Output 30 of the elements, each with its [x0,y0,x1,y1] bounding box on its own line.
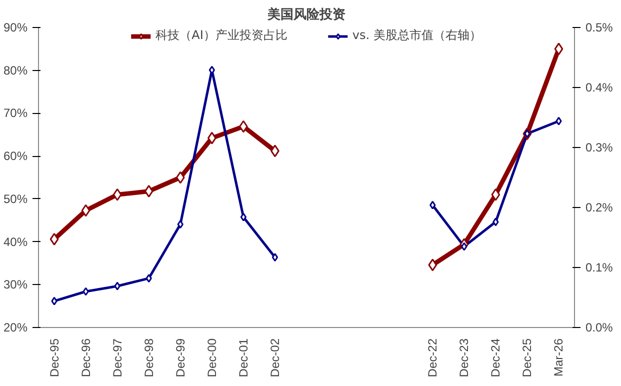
y2-tick-label: 0.4% [586,80,614,94]
y-tick-label: 60% [3,149,28,164]
x-tick-label: Dec-98 [142,338,156,378]
y-tick-label: 80% [3,63,28,78]
x-tick-label: Dec-95 [47,338,62,378]
x-tick-label: Dec-22 [426,338,440,378]
legend-label: 科技（AI）产业投资占比 [156,27,288,44]
legend-label: vs. 美股总市值（右轴） [352,27,482,44]
x-tick-label: Dec-00 [204,338,219,378]
x-tick-label: Dec-24 [488,338,503,378]
x-tick-label: Dec-97 [110,338,124,378]
x-tick-label: Dec-25 [520,338,534,378]
y-tick-label: 40% [3,234,28,249]
y-tick-label: 70% [3,106,28,120]
y2-tick-label: 0.5% [586,20,614,34]
x-tick-label: Dec-99 [173,338,188,378]
chart-title: 美国风险投资 [266,6,346,22]
x-tick-label: Dec-23 [457,338,472,378]
x-tick-label: Dec-01 [236,338,250,378]
y-tick-label: 30% [3,278,28,292]
x-tick-label: Dec-02 [268,338,282,378]
x-tick-label: Dec-96 [78,338,93,378]
y-tick-label: 50% [3,192,28,206]
x-tick-label: Mar-26 [552,338,566,377]
y2-tick-label: 0.3% [586,140,614,154]
y2-tick-label: 0.0% [586,320,614,334]
y2-tick-label: 0.2% [586,200,614,214]
y2-tick-label: 0.1% [586,260,614,274]
y-tick-label: 20% [3,320,28,334]
y-tick-label: 90% [3,20,28,34]
